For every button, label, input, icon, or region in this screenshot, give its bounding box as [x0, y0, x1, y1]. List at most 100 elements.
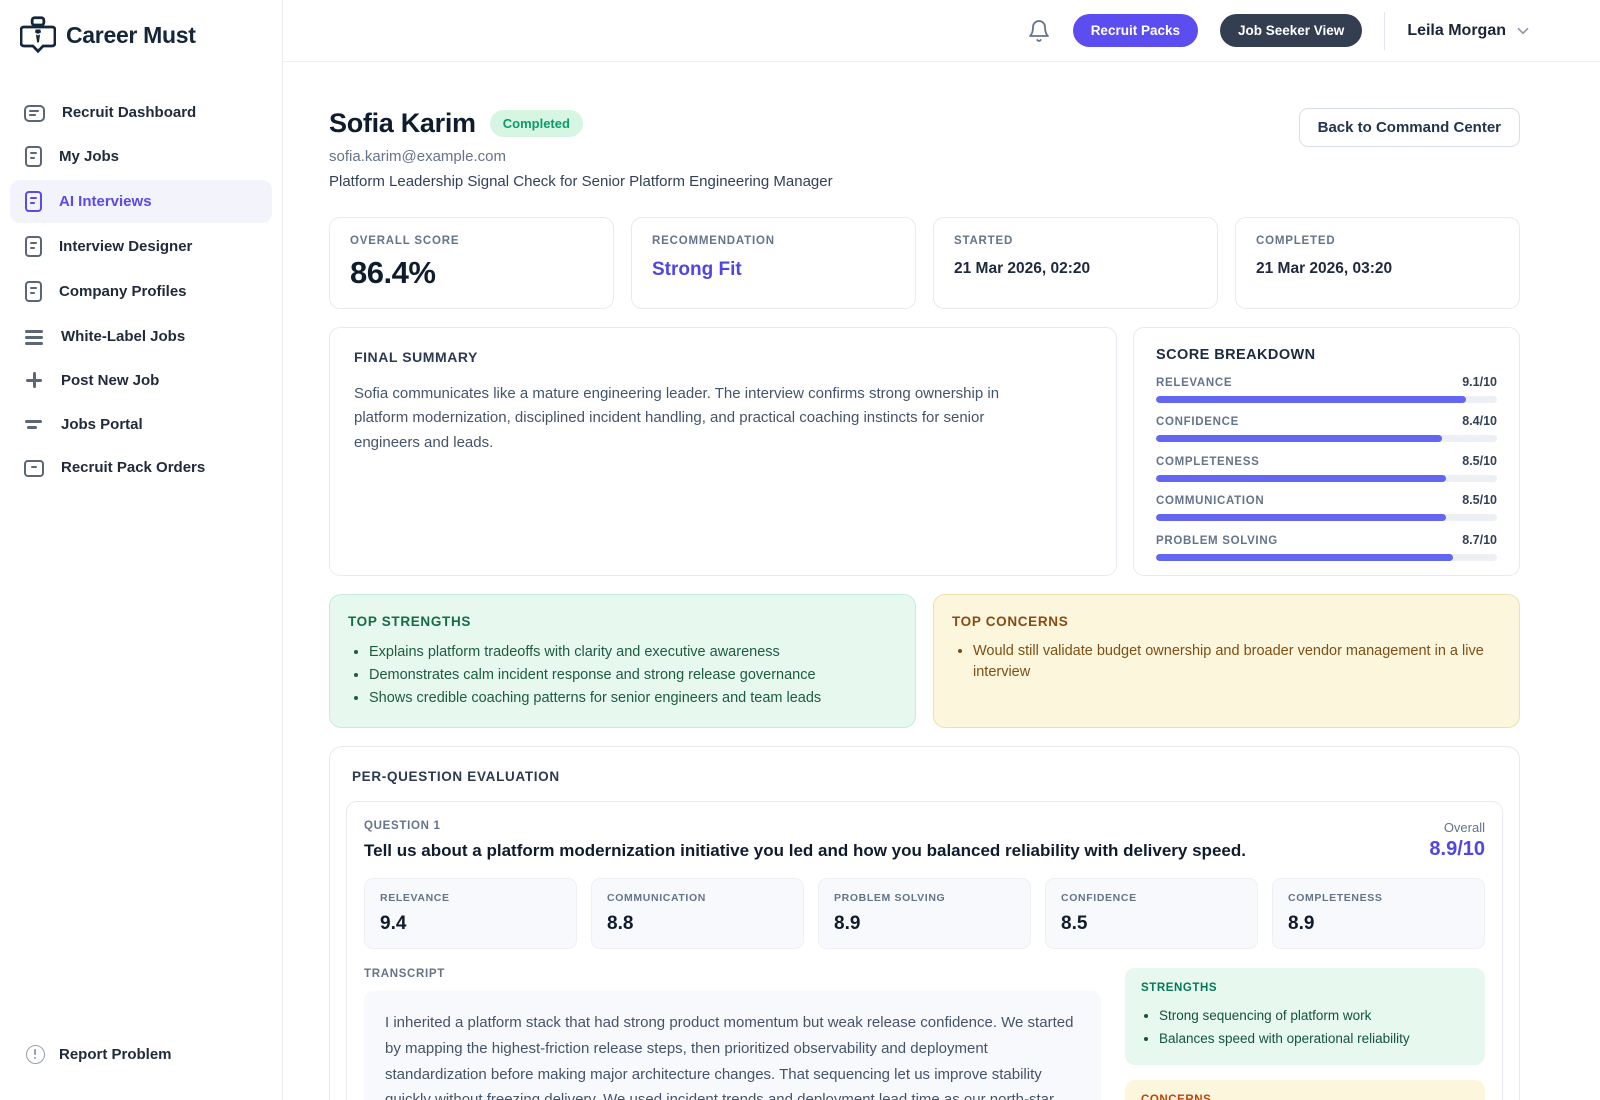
final-summary-card: FINAL SUMMARY Sofia communicates like a …	[329, 327, 1117, 576]
score-chip: RELEVANCE 9.4	[364, 877, 577, 949]
sidebar-nav: Recruit Dashboard My Jobs AI Interviews …	[0, 68, 282, 488]
document-icon	[25, 281, 42, 302]
strength-item: Shows credible coaching patterns for sen…	[369, 687, 897, 710]
score-value: 8.5/10	[1462, 453, 1497, 468]
score-chip-label: RELEVANCE	[380, 891, 450, 904]
transcript-text: I inherited a platform stack that had st…	[364, 990, 1101, 1100]
sidebar: Career Must Recruit Dashboard My Jobs AI…	[0, 0, 283, 1100]
final-summary-title: FINAL SUMMARY	[354, 349, 478, 365]
question-concerns-card: CONCERNS	[1125, 1080, 1485, 1100]
question-strengths-list: Strong sequencing of platform workBalanc…	[1141, 1004, 1469, 1050]
top-strengths-list: Explains platform tradeoffs with clarity…	[348, 641, 897, 711]
question-number-label: QUESTION 1	[364, 819, 441, 832]
score-chip-value: 8.8	[607, 912, 634, 934]
user-menu[interactable]: Leila Morgan	[1407, 22, 1532, 40]
stat-value: 21 Mar 2026, 02:20	[954, 260, 1091, 277]
summary-row: FINAL SUMMARY Sofia communicates like a …	[329, 327, 1520, 576]
alert-circle-icon	[26, 1045, 45, 1064]
brand-name: Career Must	[66, 21, 196, 48]
score-value: 8.5/10	[1462, 493, 1497, 507]
overall-label: Overall	[1443, 819, 1485, 835]
score-chip: COMPLETENESS 8.9	[1272, 877, 1485, 949]
document-icon	[25, 191, 42, 212]
strength-item: Demonstrates calm incident response and …	[369, 664, 897, 687]
document-icon	[25, 146, 42, 167]
report-problem-button[interactable]: Report Problem	[0, 1025, 282, 1100]
score-chip-value: 8.9	[834, 912, 861, 934]
stat-value: Strong Fit	[652, 259, 742, 280]
top-strengths-card: TOP STRENGTHS Explains platform tradeoff…	[329, 593, 916, 728]
score-chip-label: COMPLETENESS	[1288, 891, 1383, 904]
top-concerns-title: TOP CONCERNS	[952, 613, 1069, 629]
score-breakdown-row: RELEVANCE 9.1/10	[1156, 375, 1497, 403]
filter-lines-icon	[24, 414, 44, 434]
back-to-command-center-button[interactable]: Back to Command Center	[1298, 108, 1520, 147]
score-label: COMPLETENESS	[1156, 455, 1260, 468]
score-chip-value: 9.4	[380, 912, 407, 934]
transcript-label: TRANSCRIPT	[364, 967, 446, 980]
score-value: 9.1/10	[1462, 374, 1497, 389]
report-problem-label: Report Problem	[59, 1046, 172, 1063]
sidebar-item-label: Recruit Dashboard	[62, 104, 197, 121]
job-seeker-view-button[interactable]: Job Seeker View	[1220, 14, 1363, 47]
score-breakdown-row: CONFIDENCE 8.4/10	[1156, 414, 1497, 442]
progress-bar-track	[1156, 395, 1497, 403]
stat-value: 21 Mar 2026, 03:20	[1256, 260, 1393, 277]
sidebar-item-label: Company Profiles	[59, 283, 187, 300]
per-question-evaluation-card: PER-QUESTION EVALUATION QUESTION 1 Tell …	[329, 745, 1520, 1100]
sidebar-item-recruit-dashboard[interactable]: Recruit Dashboard	[10, 92, 272, 133]
final-summary-text: Sofia communicates like a mature enginee…	[354, 385, 1000, 451]
score-chip-value: 8.5	[1061, 912, 1088, 934]
stat-card: OVERALL SCORE 86.4%	[329, 217, 614, 309]
score-chip-label: PROBLEM SOLVING	[834, 891, 946, 904]
status-badge: Completed	[489, 110, 583, 137]
interview-role-line: Platform Leadership Signal Check for Sen…	[329, 173, 833, 190]
score-value: 8.7/10	[1462, 532, 1497, 547]
progress-bar-fill	[1156, 514, 1446, 521]
sidebar-item-recruit-pack-orders[interactable]: Recruit Pack Orders	[10, 447, 272, 488]
brand-logo: Career Must	[0, 0, 282, 68]
sidebar-item-ai-interviews[interactable]: AI Interviews	[10, 180, 272, 223]
stat-label: COMPLETED	[1256, 235, 1336, 247]
sidebar-item-label: Jobs Portal	[61, 415, 143, 433]
sidebar-item-company-profiles[interactable]: Company Profiles	[10, 270, 272, 313]
strengths-concerns-row: TOP STRENGTHS Explains platform tradeoff…	[329, 593, 1520, 728]
main-area: Recruit Packs Job Seeker View Leila Morg…	[283, 0, 1600, 1100]
package-icon	[24, 460, 44, 477]
score-chip: CONFIDENCE 8.5	[1045, 877, 1258, 949]
score-breakdown-rows: RELEVANCE 9.1/10 CONFIDENCE	[1156, 375, 1497, 561]
concern-item: Would still validate budget ownership an…	[973, 641, 1493, 685]
progress-bar-track	[1156, 514, 1497, 521]
top-strengths-title: TOP STRENGTHS	[348, 613, 472, 629]
transcript-section: TRANSCRIPT I inherited a platform stack …	[364, 968, 1101, 1100]
page-title: Sofia Karim	[329, 108, 476, 138]
sidebar-item-interview-designer[interactable]: Interview Designer	[10, 225, 272, 268]
stat-card: STARTED 21 Mar 2026, 02:20	[933, 217, 1218, 309]
score-label: CONFIDENCE	[1156, 416, 1239, 428]
score-label: PROBLEM SOLVING	[1156, 534, 1278, 547]
question-strength-item: Balances speed with operational reliabil…	[1159, 1027, 1469, 1050]
strength-item: Explains platform tradeoffs with clarity…	[369, 641, 897, 664]
sidebar-item-label: Post New Job	[61, 371, 160, 389]
sidebar-item-my-jobs[interactable]: My Jobs	[10, 135, 272, 178]
notification-bell-icon[interactable]	[1027, 19, 1051, 43]
recruit-packs-button[interactable]: Recruit Packs	[1072, 14, 1198, 47]
stat-cards: OVERALL SCORE 86.4% RECOMMENDATION Stron…	[329, 217, 1520, 309]
score-chip-value: 8.9	[1288, 912, 1315, 934]
question-text: Tell us about a platform modernization i…	[364, 840, 1246, 860]
sidebar-item-post-new-job[interactable]: Post New Job	[10, 359, 272, 401]
stat-label: RECOMMENDATION	[652, 235, 775, 247]
sidebar-item-jobs-portal[interactable]: Jobs Portal	[10, 403, 272, 445]
sidebar-item-label: AI Interviews	[59, 193, 152, 210]
sidebar-item-label: Interview Designer	[59, 238, 193, 255]
chevron-down-icon	[1517, 27, 1529, 34]
score-breakdown-card: SCORE BREAKDOWN RELEVANCE 9.1/10	[1133, 327, 1520, 576]
sidebar-item-white-label-jobs[interactable]: White-Label Jobs	[10, 315, 272, 357]
score-breakdown-row: PROBLEM SOLVING 8.7/10	[1156, 533, 1497, 561]
score-chip: COMMUNICATION 8.8	[591, 877, 804, 949]
plus-icon	[24, 370, 44, 390]
stat-card: RECOMMENDATION Strong Fit	[631, 217, 916, 309]
question-card: QUESTION 1 Tell us about a platform mode…	[346, 800, 1503, 1100]
score-chip-label: COMMUNICATION	[607, 891, 706, 904]
per-question-title: PER-QUESTION EVALUATION	[352, 768, 560, 784]
